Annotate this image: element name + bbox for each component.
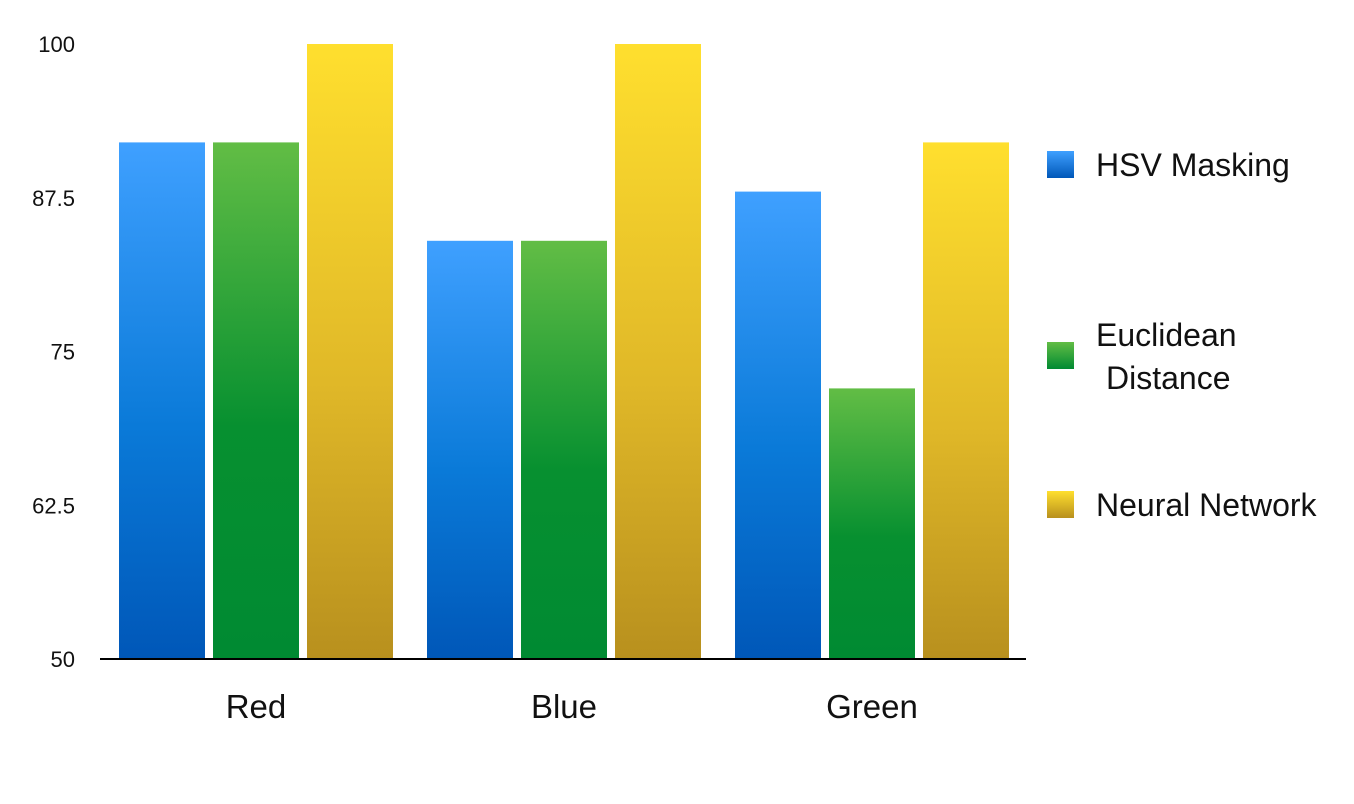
- y-tick-label: 50: [51, 647, 75, 672]
- y-tick-label: 75: [51, 340, 75, 365]
- legend-swatch: [1047, 151, 1074, 178]
- bar-blue-series-1: [521, 240, 607, 660]
- bars: [119, 44, 1009, 660]
- x-axis-labels: Red Blue Green: [226, 688, 918, 725]
- bar-red-series-0: [119, 142, 205, 659]
- legend: HSV Masking Euclidean Distance Neural Netwo…: [1047, 147, 1318, 523]
- y-tick-label: 62.5: [32, 493, 75, 518]
- x-category-label: Red: [226, 688, 287, 725]
- legend-label: HSV Masking: [1096, 147, 1290, 183]
- legend-swatch: [1047, 342, 1074, 369]
- bar-green-series-1: [829, 388, 915, 659]
- legend-label: Distance: [1106, 360, 1231, 396]
- legend-label: Euclidean: [1096, 317, 1237, 353]
- legend-label: Neural Network: [1096, 487, 1318, 523]
- bar-green-series-0: [735, 191, 821, 659]
- legend-swatch: [1047, 491, 1074, 518]
- y-axis-ticks: 100 87.5 75 62.5 50: [32, 32, 75, 672]
- x-category-label: Green: [826, 688, 918, 725]
- bar-green-series-2: [923, 142, 1009, 659]
- bar-red-series-2: [307, 44, 393, 659]
- y-tick-label: 100: [38, 32, 75, 57]
- bar-red-series-1: [213, 142, 299, 659]
- y-tick-label: 87.5: [32, 186, 75, 211]
- bar-blue-series-2: [615, 44, 701, 659]
- bar-blue-series-0: [427, 240, 513, 660]
- x-category-label: Blue: [531, 688, 597, 725]
